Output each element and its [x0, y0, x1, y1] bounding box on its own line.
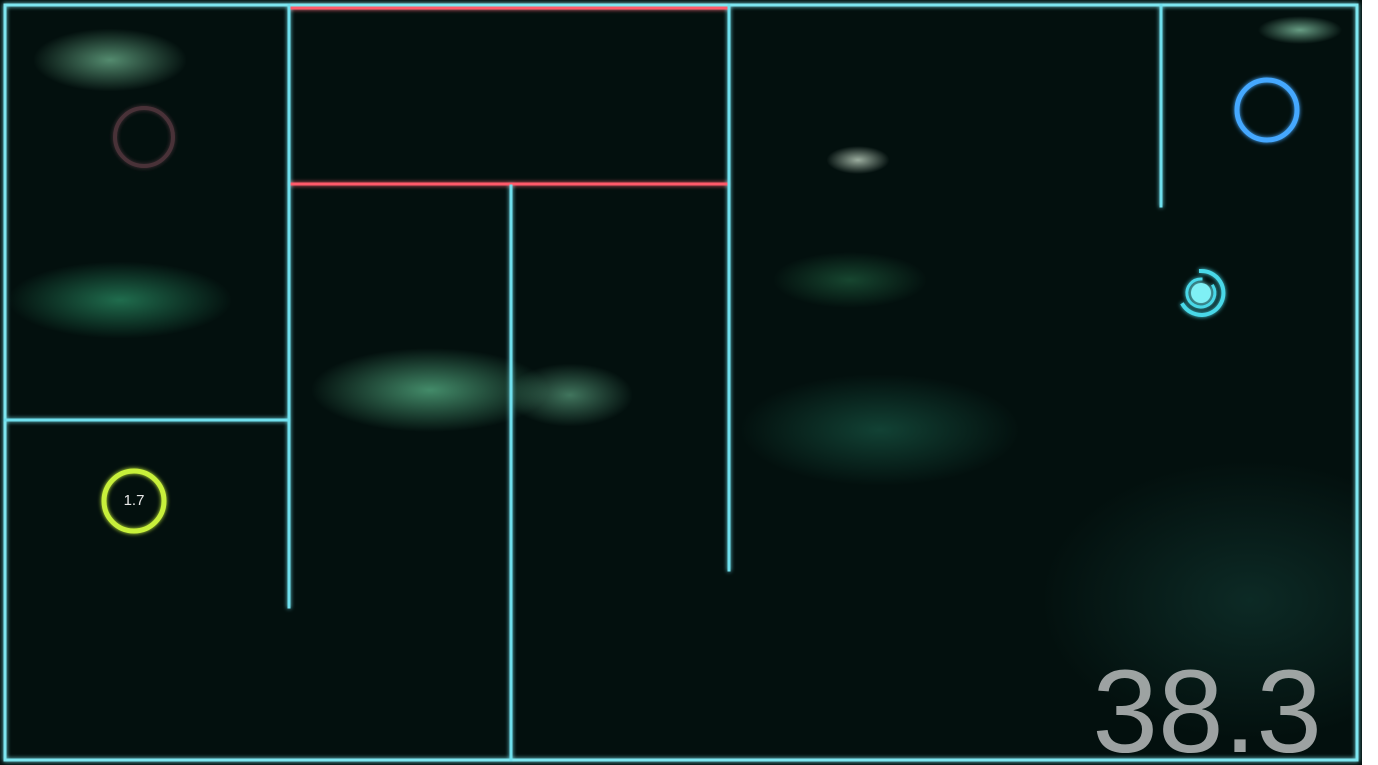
- inactive-ring: [113, 106, 175, 168]
- bonus-label: 1.7: [124, 492, 145, 509]
- goal-ring: [1234, 77, 1300, 143]
- bonus-ring: [101, 468, 167, 534]
- timer: 38.3: [1092, 646, 1322, 765]
- arena-border: [3, 3, 1359, 762]
- player: [1180, 268, 1226, 317]
